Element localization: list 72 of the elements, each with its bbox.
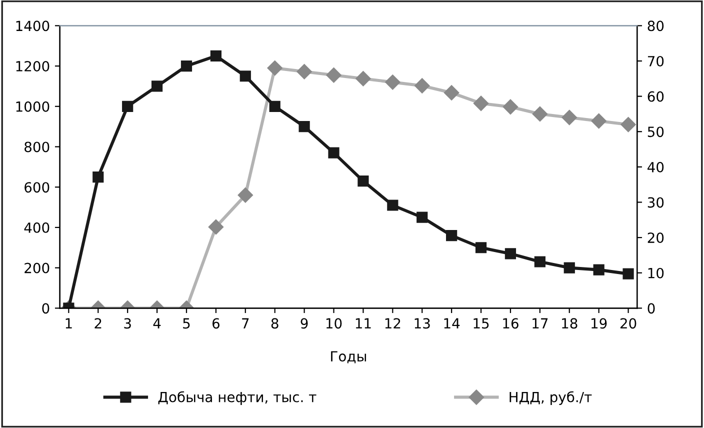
point [92,171,104,183]
x-tick-label: 2 [94,318,102,328]
point [240,70,251,82]
x-tick-label: 12 [385,318,400,328]
point [326,68,342,83]
point [122,100,134,112]
point [444,85,460,100]
point [475,242,487,254]
point [534,256,546,268]
x-tick-label: 1 [66,318,72,328]
y-tick-label: 1400 [16,20,50,32]
y-tick-label: 200 [24,262,50,274]
point [269,100,280,112]
point [180,60,192,72]
y2-tick-label: 40 [648,162,664,172]
x-tick-label: 19 [592,318,607,329]
point [358,175,369,187]
point [356,71,371,86]
point [446,230,458,242]
point [532,106,548,122]
point [267,60,282,76]
y-tick-label: 600 [24,182,50,193]
y2-tick-label: 80 [648,20,664,32]
x-tick-label: 17 [532,318,548,328]
point [564,262,575,274]
x-tick-label: 4 [153,318,161,328]
x-axis-title: Годы [331,351,366,364]
x-tick-label: 10 [326,318,342,329]
point [591,113,606,129]
y2-tick-label: 0 [648,303,655,314]
x-tick-label: 20 [620,318,636,329]
x-tick-label: 7 [242,318,249,328]
point [620,116,636,132]
y2-tick-label: 50 [648,126,664,138]
x-tick-label: 9 [300,318,308,329]
y2-tick-label: 70 [648,56,664,66]
x-tick-label: 15 [474,318,489,329]
y2-tick-label: 10 [648,268,664,278]
point [298,121,310,132]
point [387,200,398,211]
point [210,50,222,62]
y-tick-label: 400 [24,222,50,233]
point [416,212,428,223]
y2-tick-label: 30 [648,197,664,208]
y-tick-label: 0 [42,303,50,314]
y2-tick-label: 20 [648,232,664,244]
x-tick-label: 11 [356,318,371,328]
point [296,64,312,80]
x-tick-label: 18 [562,318,578,329]
x-tick-label: 14 [444,318,460,328]
y-tick-label: 1000 [16,101,50,112]
point [622,268,634,280]
y2-tick-label: 60 [648,91,664,102]
point [385,74,400,90]
point [504,248,516,260]
x-tick-label: 3 [124,318,131,329]
y-tick-label: 1200 [16,61,50,72]
point [473,96,489,111]
point [562,110,577,126]
y-tick-label: 800 [24,142,50,152]
point [502,99,518,114]
point [328,147,340,158]
point [593,264,604,276]
x-tick-label: 16 [503,318,518,329]
point [151,80,163,92]
x-tick-label: 6 [212,318,220,329]
x-tick-label: 13 [414,318,430,329]
point [414,78,430,94]
legend-label: Добыча нефти, тыс. т [158,391,316,405]
legend-label: НДД, руб./т [510,391,592,405]
x-tick-label: 5 [183,318,190,329]
x-tick-label: 8 [271,318,278,329]
